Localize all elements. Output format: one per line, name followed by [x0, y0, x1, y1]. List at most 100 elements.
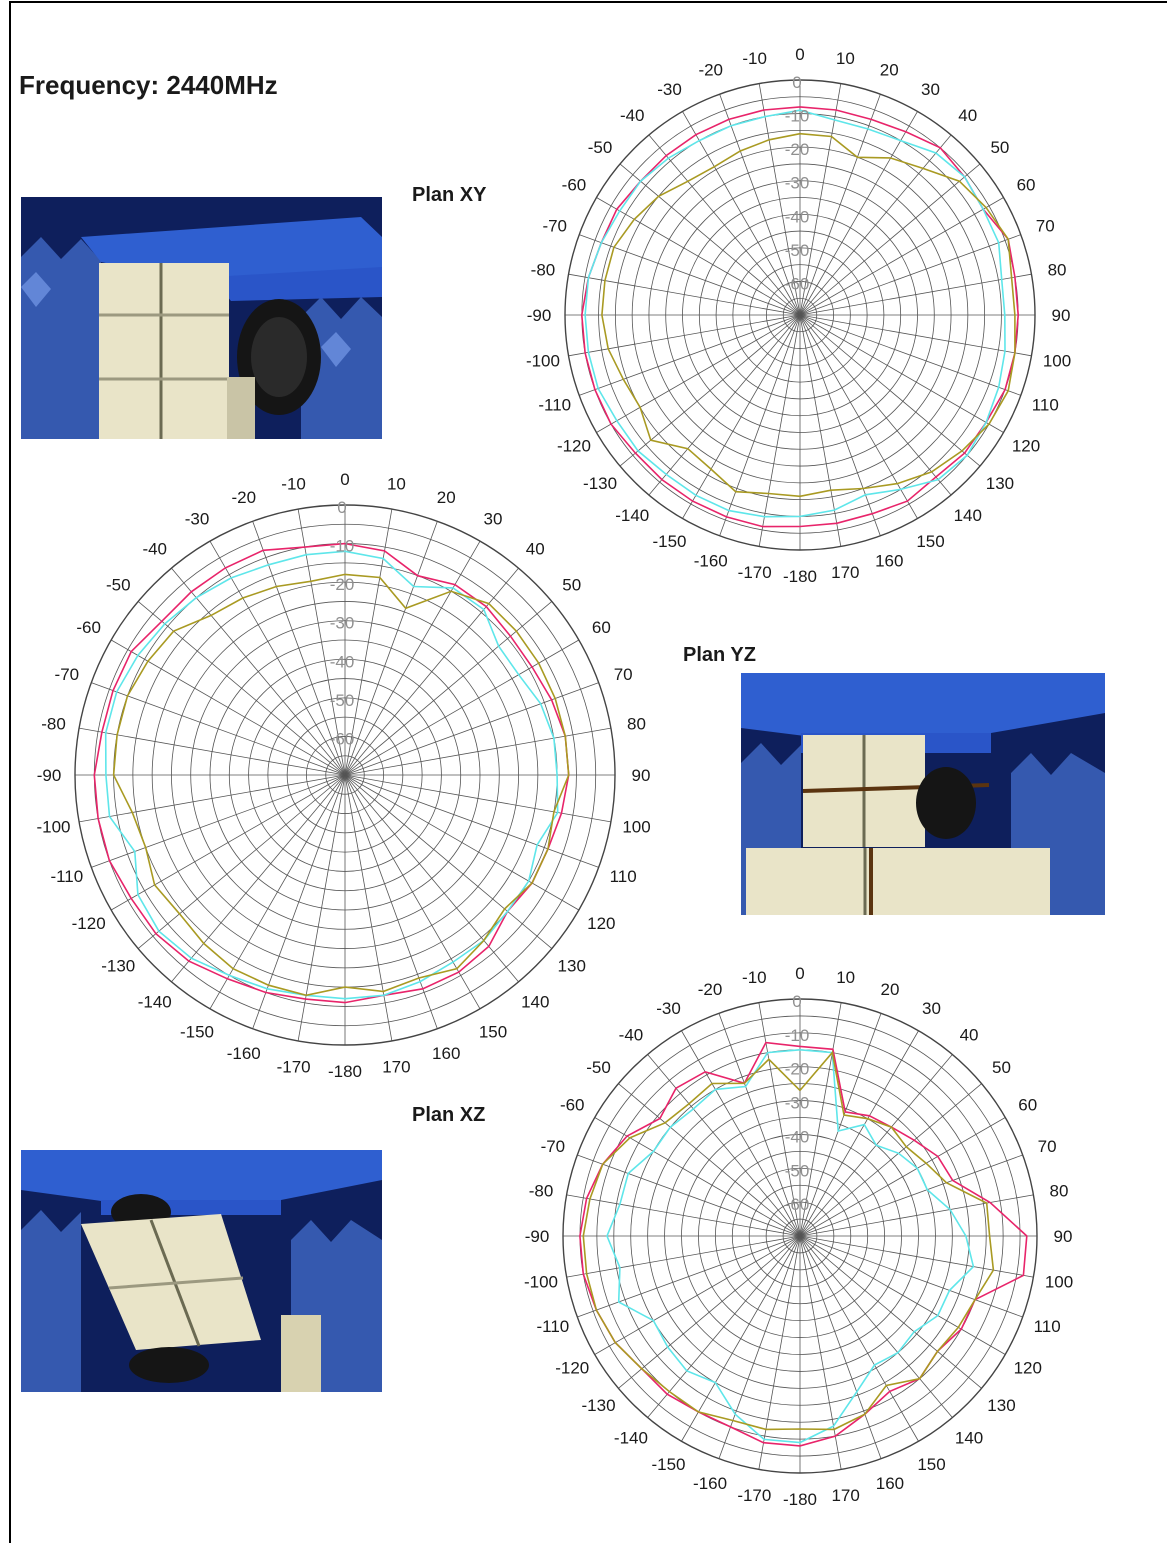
radial-tick-label: 0: [337, 498, 346, 517]
angle-tick-label: -180: [783, 1490, 817, 1509]
series-line-cyan: [584, 109, 1006, 518]
angle-tick-label: -180: [328, 1062, 362, 1081]
angle-tick-label: -80: [531, 261, 556, 280]
angle-tick-label: -40: [619, 1026, 644, 1045]
angle-tick-label: -110: [536, 1317, 569, 1336]
angle-tick-label: -120: [72, 914, 106, 933]
angle-tick-label: -100: [524, 1273, 558, 1292]
series-line-cyan: [606, 1049, 975, 1444]
grid-ring: [614, 129, 986, 501]
grid-ring: [665, 180, 935, 450]
grid-ring: [631, 146, 969, 484]
polar-chart-xz: 0-10-20-30-40-50-600 10203040506070809010…: [524, 964, 1073, 1509]
angle-tick-label: 90: [632, 766, 651, 785]
grid-ring: [190, 620, 500, 930]
angle-tick-label: 40: [958, 106, 977, 125]
radial-tick-label: -50: [330, 691, 355, 710]
radial-tick-label: -20: [330, 575, 355, 594]
grid-ring: [228, 658, 462, 892]
angle-tick-label: 30: [484, 510, 503, 529]
outer-ring: [564, 79, 1036, 551]
angle-tick-label: -150: [180, 1022, 214, 1041]
angle-tick-label: 120: [1012, 437, 1040, 456]
angle-tick-label: -90: [525, 1227, 550, 1246]
angle-tick-label: -140: [615, 506, 649, 525]
grid-ring: [267, 697, 423, 853]
radial-tick-label: -50: [785, 1161, 810, 1180]
angle-tick-label: -160: [227, 1044, 261, 1063]
angle-tick-label: 170: [831, 1486, 859, 1505]
grid-ring: [209, 639, 481, 911]
grid-ring: [782, 297, 818, 333]
angle-tick-label: 100: [1045, 1273, 1073, 1292]
grid-ring: [664, 1100, 936, 1372]
angle-tick-label: 140: [954, 506, 982, 525]
angle-tick-label: 50: [992, 1058, 1011, 1077]
angle-tick-label: -10: [742, 968, 767, 987]
angle-tick-label: -100: [526, 351, 560, 370]
grid-ring: [648, 163, 952, 467]
angle-tick-label: -100: [36, 817, 70, 836]
angle-tick-label: 70: [614, 665, 633, 684]
angle-tick-label: 130: [987, 1396, 1015, 1415]
angle-tick-label: -60: [562, 176, 587, 195]
angle-tick-label: 130: [558, 956, 586, 975]
radial-tick-label: 0: [792, 73, 801, 92]
angle-tick-label: 170: [382, 1058, 410, 1077]
angle-tick-label: 80: [1048, 261, 1067, 280]
angle-tick-label: -30: [657, 80, 682, 99]
radial-tick-label: -50: [785, 241, 810, 260]
radial-tick-label: -60: [785, 274, 810, 293]
grid-ring: [715, 230, 885, 400]
angle-tick-label: 50: [562, 576, 581, 595]
radial-tick-label: -10: [330, 537, 355, 556]
angle-tick-label: -140: [614, 1428, 648, 1447]
angle-tick-label: 100: [622, 817, 650, 836]
angle-tick-label: 40: [526, 539, 545, 558]
grid-ring: [630, 1066, 970, 1406]
grid-ring: [682, 197, 918, 433]
series-line-red: [579, 1041, 1028, 1447]
setup-photo-yz: [741, 673, 1105, 915]
angle-tick-label: 70: [1038, 1137, 1057, 1156]
series-line-cyan: [104, 550, 559, 1000]
page-frame: [9, 1, 1167, 1543]
angle-tick-label: 150: [916, 532, 944, 551]
radial-tick-label: -60: [330, 729, 355, 748]
angle-tick-label: -170: [738, 563, 772, 582]
angle-tick-label: 150: [479, 1022, 507, 1041]
angle-tick-label: 0: [795, 964, 804, 983]
plan-xy-label: Plan XY: [412, 184, 487, 206]
outer-ring: [74, 504, 616, 1046]
angle-tick-label: 160: [876, 1474, 904, 1493]
grid-ring: [306, 736, 384, 814]
polar-chart-yz: 0 -10 -20 -30 -40 -50 -60 0 10 20 30 40 50 60 70 80 90 10…: [36, 470, 650, 1081]
angle-tick-label: -180: [783, 567, 817, 586]
angle-tick-label: -120: [555, 1359, 589, 1378]
angle-tick-label: -170: [277, 1058, 311, 1077]
angle-tick-label: -110: [538, 395, 571, 414]
angle-tick-label: 0: [795, 45, 804, 64]
angle-tick-label: 90: [1052, 306, 1071, 325]
series-line-olive: [582, 1050, 995, 1431]
angle-tick-label: -20: [698, 61, 723, 80]
angle-tick-label: -70: [55, 665, 80, 684]
radial-tick-label: -40: [785, 207, 810, 226]
angle-tick-label: -50: [588, 138, 613, 157]
angle-tick-label: -80: [529, 1181, 554, 1200]
angle-tick-label: 160: [875, 551, 903, 570]
series-line-olive: [601, 132, 1016, 498]
angle-tick-label: 0: [340, 470, 349, 489]
radial-tick-label: -10: [785, 107, 810, 126]
series-line-olive: [112, 573, 570, 997]
radial-tick-label: -30: [785, 1094, 810, 1113]
angle-tick-label: 60: [592, 618, 611, 637]
radial-tick-label: -20: [785, 1060, 810, 1079]
grid-ring: [714, 1150, 886, 1322]
series-line-red: [93, 542, 570, 1004]
angle-tick-label: -10: [281, 474, 306, 493]
angle-tick-label: -150: [652, 532, 686, 551]
angle-tick-label: 110: [1032, 395, 1059, 414]
angle-tick-label: -130: [582, 1396, 616, 1415]
